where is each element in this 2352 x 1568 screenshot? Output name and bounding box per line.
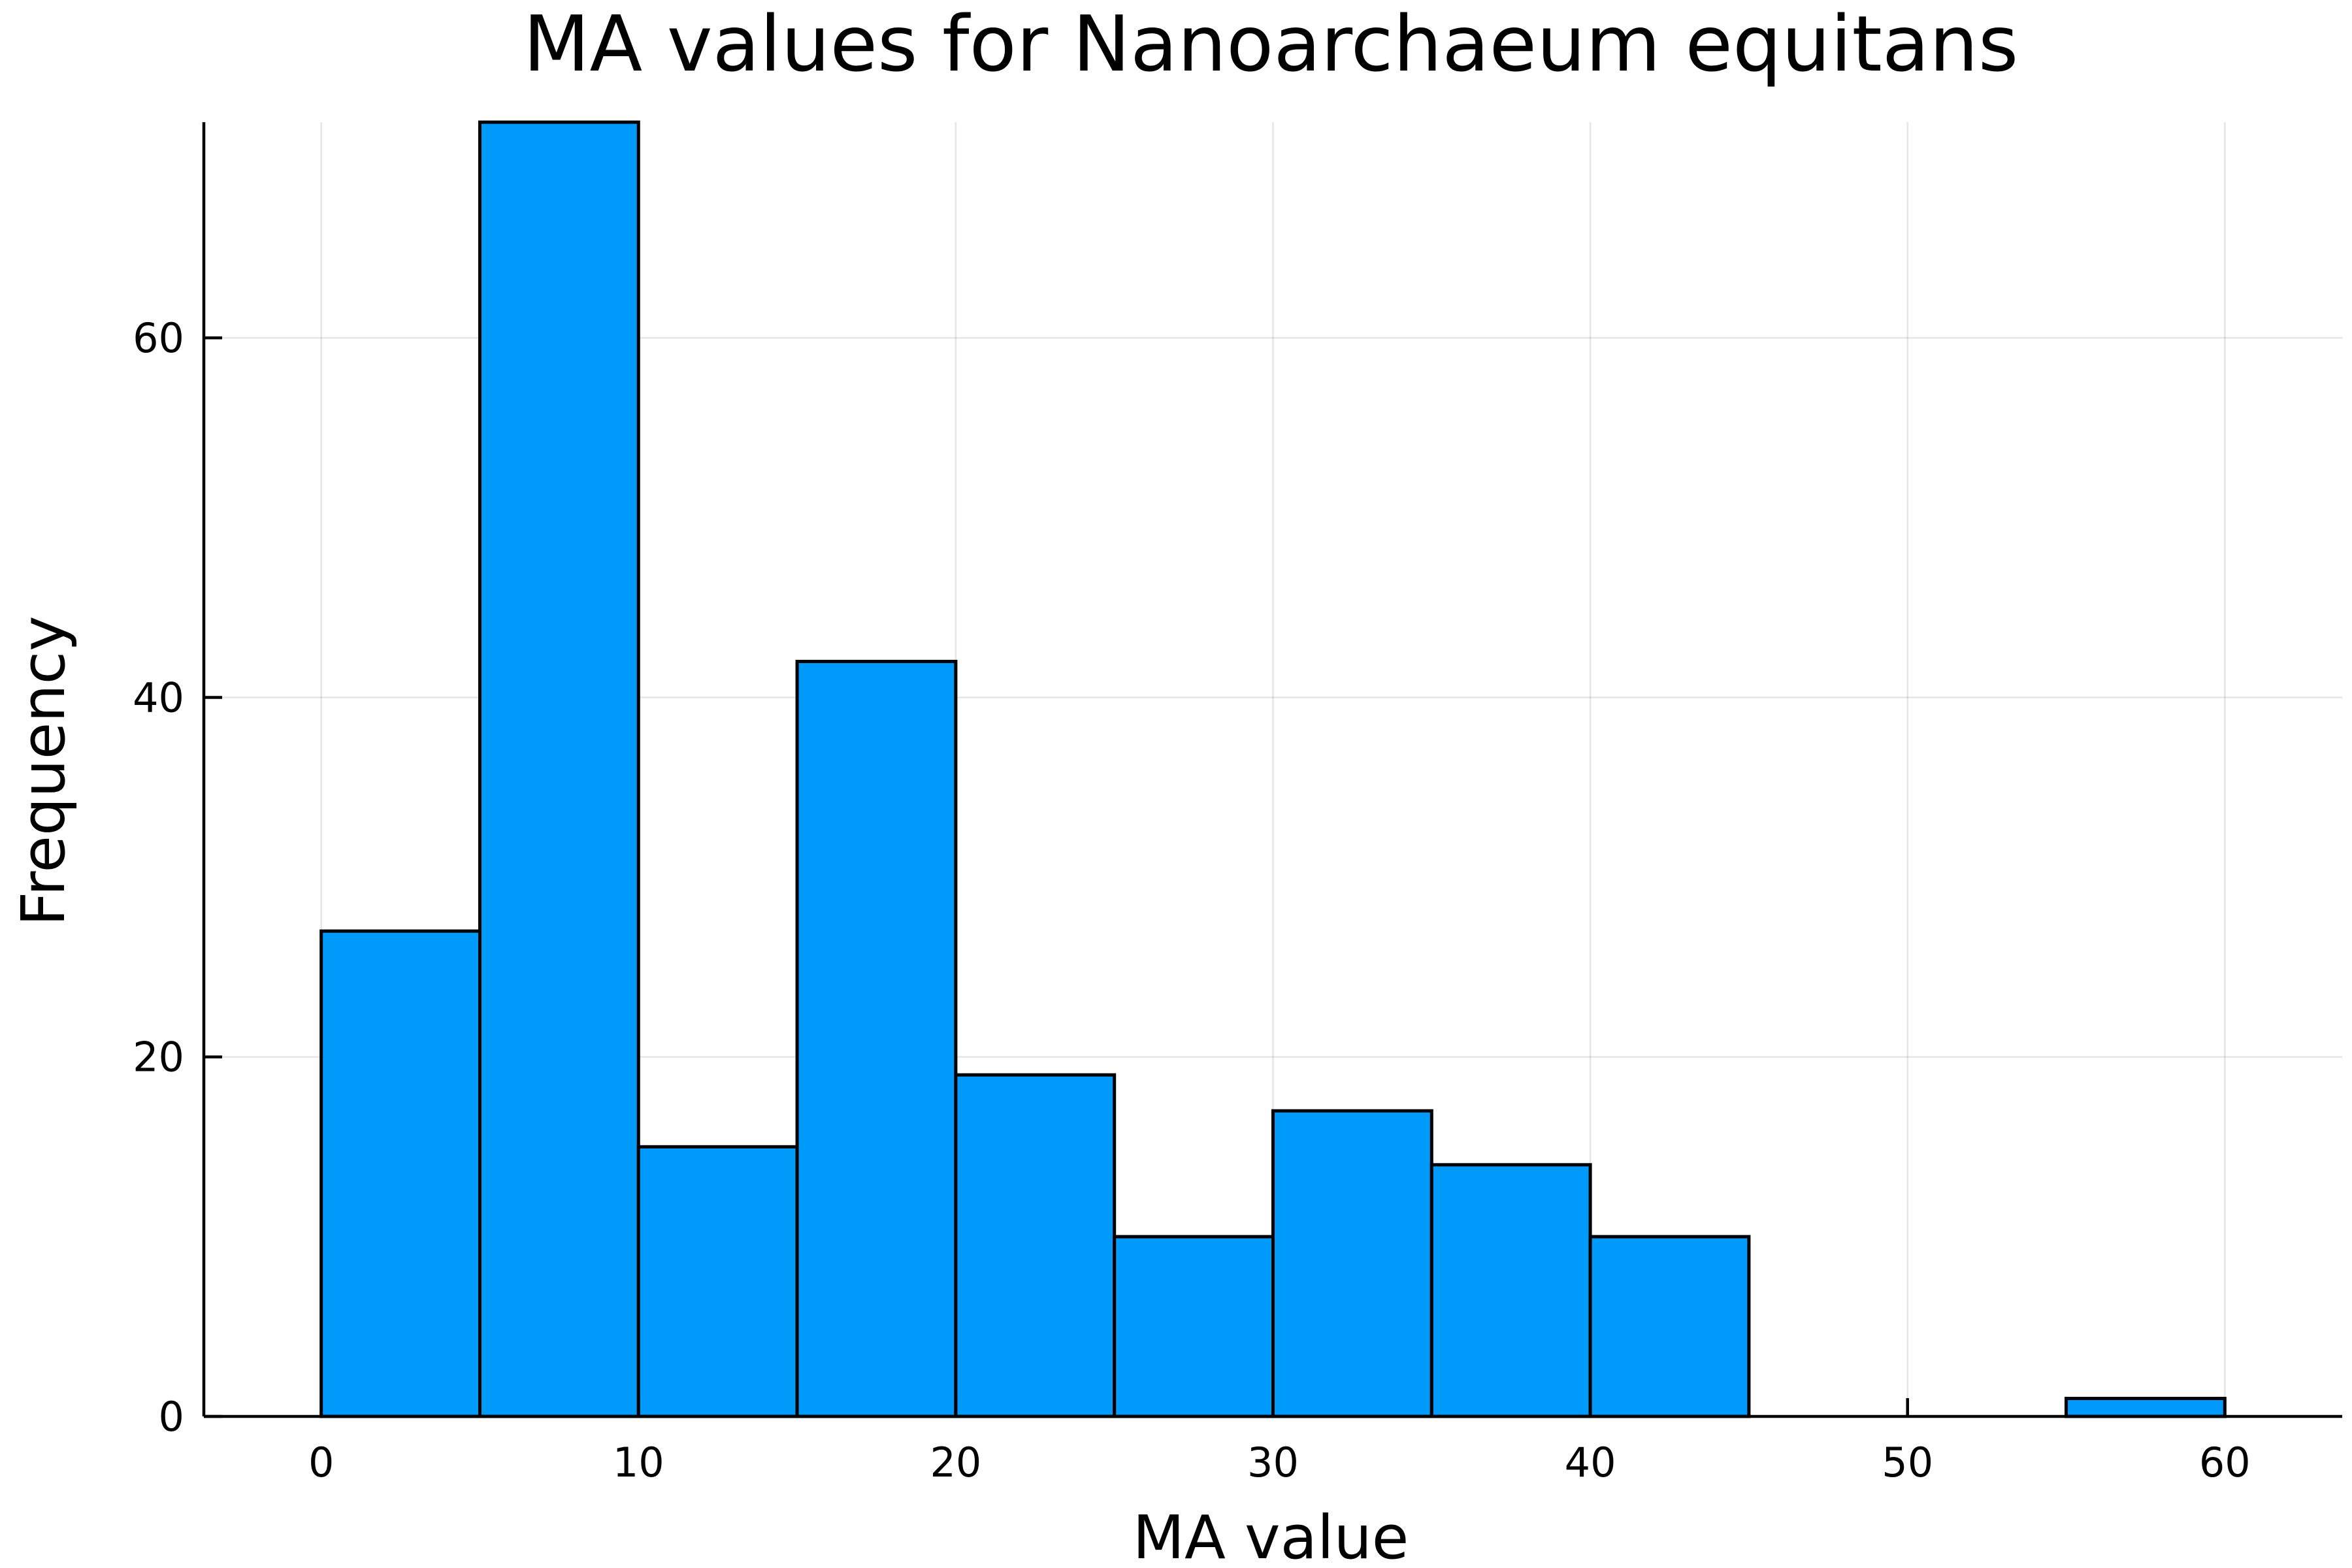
y-axis-ticks: 0 20 40 60 (133, 314, 222, 1441)
x-tick-label: 50 (1882, 1439, 1933, 1486)
histogram-bar (1271, 1109, 1433, 1418)
histogram-bar (478, 120, 640, 1418)
histogram-bar (319, 929, 482, 1418)
histogram-bars (319, 120, 2227, 1418)
y-tick-label: 40 (133, 674, 184, 721)
x-tick-label: 10 (613, 1439, 664, 1486)
histogram-bar (636, 1145, 799, 1418)
y-tick-label: 20 (133, 1034, 184, 1081)
x-tick-label: 60 (2199, 1439, 2251, 1486)
x-tick-label: 40 (1565, 1439, 1616, 1486)
x-tick-label: 20 (930, 1439, 981, 1486)
histogram-bar (1588, 1235, 1751, 1418)
chart-title: MA values for Nanoarchaeum equitans (523, 0, 2019, 89)
histogram-bar (795, 659, 958, 1418)
x-axis-label: MA value (1133, 1503, 1409, 1568)
histogram-bar (2065, 1396, 2227, 1418)
y-tick-label: 60 (133, 314, 184, 362)
x-tick-label: 0 (308, 1439, 334, 1486)
y-tick-label: 0 (159, 1393, 184, 1441)
x-axis-ticks: 0 10 20 30 40 50 60 (308, 1398, 2251, 1486)
histogram-bar (1429, 1163, 1592, 1418)
y-axis-label: Frequency (8, 615, 78, 926)
x-tick-label: 30 (1247, 1439, 1299, 1486)
histogram-bar (1113, 1235, 1275, 1418)
histogram-bar (954, 1073, 1117, 1418)
